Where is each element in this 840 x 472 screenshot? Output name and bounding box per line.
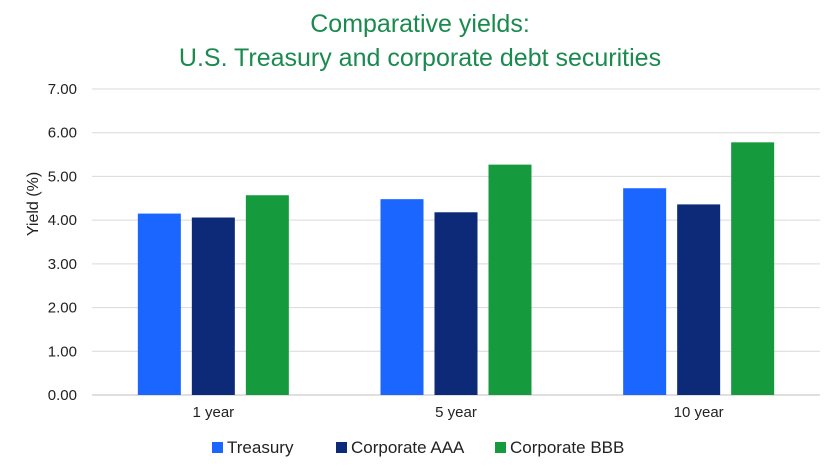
y-tick-label: 3.00	[48, 256, 77, 273]
bar-treasury-10-year	[623, 188, 667, 395]
bar-treasury-1-year	[137, 213, 181, 395]
legend: Treasury Corporate AAA Corporate BBB	[212, 438, 624, 457]
y-tick-label: 4.00	[48, 212, 77, 229]
y-axis-title: Yield (%)	[25, 172, 42, 236]
y-tick-label: 2.00	[48, 300, 77, 317]
x-tick-label: 5 year	[435, 404, 477, 421]
bar-corporate-aaa-10-year	[677, 204, 721, 395]
y-tick-label: 7.00	[48, 81, 77, 98]
x-tick-label: 10 year	[674, 404, 724, 421]
legend-label: Treasury	[227, 438, 294, 457]
y-tick-label: 6.00	[48, 125, 77, 142]
bar-corporate-bbb-1-year	[245, 195, 289, 395]
x-tick-label: 1 year	[192, 404, 234, 421]
legend-swatch	[212, 442, 223, 453]
legend-label: Corporate AAA	[351, 438, 465, 457]
bar-corporate-aaa-1-year	[191, 217, 235, 395]
legend-label: Corporate BBB	[510, 438, 624, 457]
bar-corporate-aaa-5-year	[434, 212, 478, 395]
bar-treasury-5-year	[380, 199, 424, 395]
y-tick-label: 1.00	[48, 343, 77, 360]
bar-corporate-bbb-5-year	[488, 164, 532, 395]
bars	[137, 142, 775, 395]
y-tick-label: 5.00	[48, 168, 77, 185]
legend-swatch	[336, 442, 347, 453]
bar-corporate-bbb-10-year	[731, 142, 775, 395]
x-axis-ticks: 1 year 5 year 10 year	[192, 404, 723, 421]
y-axis-ticks: 0.00 1.00 2.00 3.00 4.00 5.00 6.00 7.00	[48, 81, 77, 404]
legend-swatch	[495, 442, 506, 453]
chart-subtitle: U.S. Treasury and corporate debt securit…	[179, 44, 661, 72]
y-tick-label: 0.00	[48, 387, 77, 404]
chart-title: Comparative yields:	[310, 10, 530, 38]
